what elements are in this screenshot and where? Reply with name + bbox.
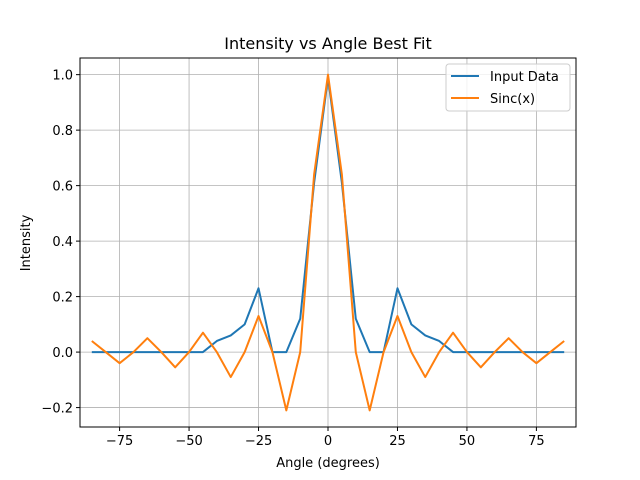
y-tick-label: 0.2 (52, 291, 73, 306)
y-tick-label: −0.2 (41, 402, 73, 417)
legend-label-input-data: Input Data (490, 70, 559, 85)
y-axis-ticks: −0.2 0.0 0.2 0.4 0.6 0.8 1.0 (41, 69, 80, 417)
x-tick-label: 75 (528, 434, 545, 449)
y-tick-label: 0.8 (52, 124, 73, 139)
x-tick-label: −50 (175, 434, 202, 449)
y-tick-label: 1.0 (52, 69, 73, 84)
series-line-sinc-x (91, 73, 565, 412)
y-tick-label: 0.6 (52, 180, 73, 195)
legend-label-sinc: Sinc(x) (490, 92, 535, 107)
x-tick-label: 50 (459, 434, 476, 449)
x-tick-label: −25 (245, 434, 272, 449)
y-tick-label: 0.4 (52, 235, 73, 250)
chart-title: Intensity vs Angle Best Fit (224, 34, 432, 53)
x-axis-label: Angle (degrees) (276, 456, 380, 471)
x-tick-label: −75 (106, 434, 133, 449)
x-tick-label: 0 (324, 434, 332, 449)
y-tick-label: 0.0 (52, 346, 73, 361)
legend: Input Data Sinc(x) (445, 63, 571, 112)
grid-lines (80, 58, 576, 427)
x-axis-ticks: −75 −50 −25 0 25 50 75 (106, 427, 545, 449)
x-tick-label: 25 (389, 434, 406, 449)
y-axis-label: Intensity (19, 214, 34, 271)
series-layer (91, 73, 565, 412)
